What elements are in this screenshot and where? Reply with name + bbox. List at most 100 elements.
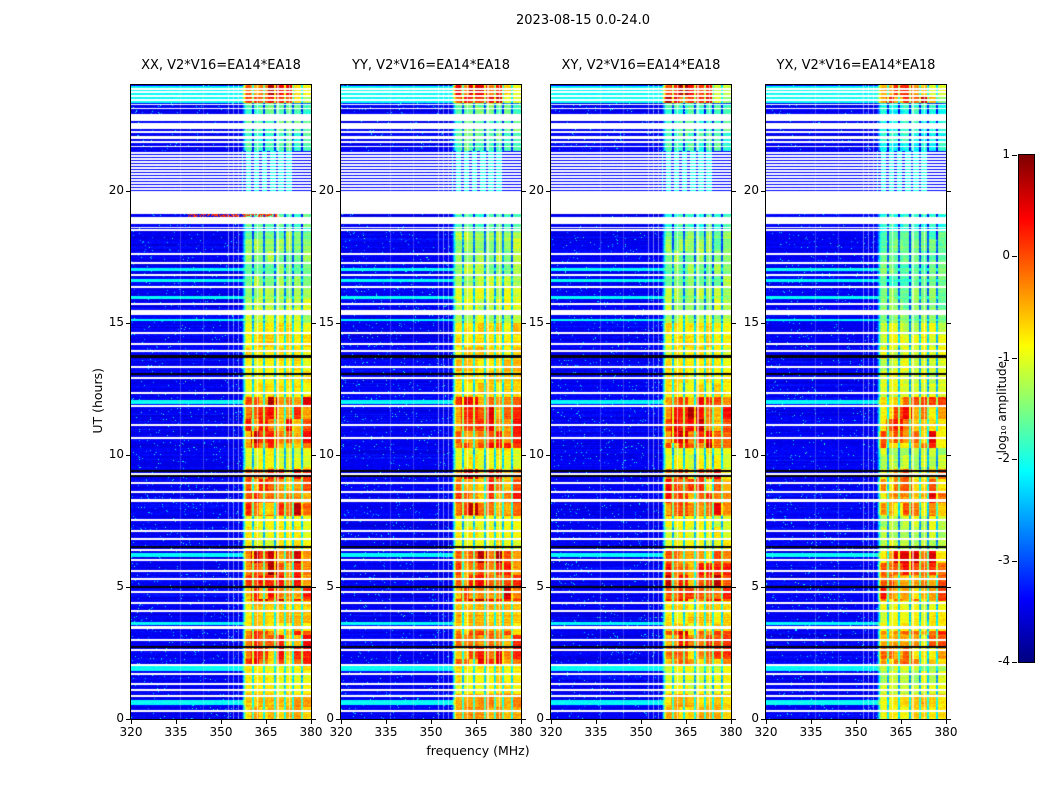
x-tick-label: 320 bbox=[754, 725, 778, 739]
y-tick-mark bbox=[126, 719, 130, 720]
y-tick-mark bbox=[312, 719, 316, 720]
y-tick-mark bbox=[947, 719, 951, 720]
y-tick-label: 15 bbox=[528, 315, 544, 329]
x-tick-mark bbox=[901, 720, 902, 724]
y-tick-mark bbox=[522, 719, 526, 720]
x-tick-mark bbox=[431, 720, 432, 724]
y-tick-label: 20 bbox=[528, 183, 544, 197]
x-tick-label: 380 bbox=[299, 725, 323, 739]
colorbar-label: log₁₀ amplitude bbox=[995, 361, 1009, 454]
y-tick-mark bbox=[761, 455, 765, 456]
spectrogram-panel-xy bbox=[550, 84, 732, 720]
y-tick-mark bbox=[312, 323, 316, 324]
y-tick-label: 5 bbox=[116, 579, 124, 593]
colorbar-tick-mark bbox=[1012, 155, 1017, 156]
panel-title-yy: YY, V2*V16=EA14*EA18 bbox=[352, 58, 510, 73]
y-tick-mark bbox=[761, 719, 765, 720]
y-tick-label: 15 bbox=[108, 315, 124, 329]
colorbar-tick-label: -3 bbox=[998, 553, 1010, 567]
x-tick-mark bbox=[266, 720, 267, 724]
y-tick-mark bbox=[732, 587, 736, 588]
y-tick-label: 5 bbox=[751, 579, 759, 593]
y-tick-mark bbox=[947, 323, 951, 324]
y-tick-mark bbox=[312, 191, 316, 192]
y-tick-mark bbox=[732, 719, 736, 720]
y-tick-mark bbox=[126, 587, 130, 588]
figure-title: 2023-08-15 0.0-24.0 bbox=[516, 13, 650, 28]
y-tick-label: 10 bbox=[528, 447, 544, 461]
colorbar-canvas bbox=[1019, 155, 1034, 662]
y-tick-label: 15 bbox=[743, 315, 759, 329]
y-tick-mark bbox=[522, 587, 526, 588]
y-tick-mark bbox=[336, 455, 340, 456]
y-tick-mark bbox=[336, 191, 340, 192]
x-tick-mark bbox=[811, 720, 812, 724]
y-tick-mark bbox=[312, 455, 316, 456]
y-tick-mark bbox=[522, 323, 526, 324]
x-tick-mark bbox=[341, 720, 342, 724]
x-tick-mark bbox=[856, 720, 857, 724]
y-tick-mark bbox=[546, 587, 550, 588]
y-tick-label: 0 bbox=[326, 711, 334, 725]
y-tick-label: 0 bbox=[536, 711, 544, 725]
y-tick-label: 5 bbox=[536, 579, 544, 593]
colorbar-tick-mark bbox=[1012, 358, 1017, 359]
spectrogram-canvas-yx bbox=[766, 85, 946, 719]
y-tick-mark bbox=[732, 191, 736, 192]
panel-title-xx: XX, V2*V16=EA14*EA18 bbox=[141, 58, 301, 73]
x-tick-label: 350 bbox=[419, 725, 443, 739]
y-tick-mark bbox=[546, 719, 550, 720]
spectrogram-panel-yy bbox=[340, 84, 522, 720]
colorbar-tick-mark bbox=[1012, 459, 1017, 460]
colorbar bbox=[1018, 154, 1035, 663]
x-tick-mark bbox=[946, 720, 947, 724]
x-tick-label: 365 bbox=[674, 725, 698, 739]
x-tick-label: 320 bbox=[539, 725, 563, 739]
y-tick-mark bbox=[522, 455, 526, 456]
y-tick-mark bbox=[126, 455, 130, 456]
y-tick-label: 20 bbox=[743, 183, 759, 197]
x-tick-label: 335 bbox=[799, 725, 823, 739]
x-tick-mark bbox=[521, 720, 522, 724]
y-tick-mark bbox=[336, 323, 340, 324]
y-tick-mark bbox=[761, 587, 765, 588]
colorbar-tick-label: -1 bbox=[998, 350, 1010, 364]
spectrogram-canvas-xx bbox=[131, 85, 311, 719]
x-tick-mark bbox=[596, 720, 597, 724]
x-tick-mark bbox=[641, 720, 642, 724]
colorbar-tick-label: -2 bbox=[998, 451, 1010, 465]
spectrogram-canvas-yy bbox=[341, 85, 521, 719]
x-tick-mark bbox=[686, 720, 687, 724]
panel-title-yx: YX, V2*V16=EA14*EA18 bbox=[776, 58, 936, 73]
x-tick-label: 350 bbox=[629, 725, 653, 739]
y-tick-label: 0 bbox=[116, 711, 124, 725]
x-tick-mark bbox=[131, 720, 132, 724]
x-tick-mark bbox=[176, 720, 177, 724]
y-tick-mark bbox=[732, 455, 736, 456]
y-tick-label: 20 bbox=[108, 183, 124, 197]
y-tick-mark bbox=[761, 323, 765, 324]
y-axis-label: UT (hours) bbox=[90, 368, 105, 434]
x-tick-mark bbox=[476, 720, 477, 724]
x-tick-label: 365 bbox=[254, 725, 278, 739]
colorbar-tick-mark bbox=[1012, 561, 1017, 562]
colorbar-tick-mark bbox=[1012, 256, 1017, 257]
y-tick-label: 20 bbox=[318, 183, 334, 197]
y-tick-mark bbox=[947, 191, 951, 192]
y-tick-label: 10 bbox=[743, 447, 759, 461]
y-tick-label: 5 bbox=[326, 579, 334, 593]
x-tick-label: 335 bbox=[164, 725, 188, 739]
colorbar-tick-label: 1 bbox=[1002, 147, 1010, 161]
spectrogram-canvas-xy bbox=[551, 85, 731, 719]
y-tick-mark bbox=[732, 323, 736, 324]
x-tick-label: 335 bbox=[584, 725, 608, 739]
x-tick-label: 320 bbox=[329, 725, 353, 739]
y-tick-mark bbox=[761, 191, 765, 192]
x-tick-mark bbox=[386, 720, 387, 724]
y-tick-mark bbox=[126, 191, 130, 192]
panel-title-xy: XY, V2*V16=EA14*EA18 bbox=[561, 58, 721, 73]
x-tick-label: 365 bbox=[464, 725, 488, 739]
x-tick-mark bbox=[766, 720, 767, 724]
spectrogram-panel-xx bbox=[130, 84, 312, 720]
